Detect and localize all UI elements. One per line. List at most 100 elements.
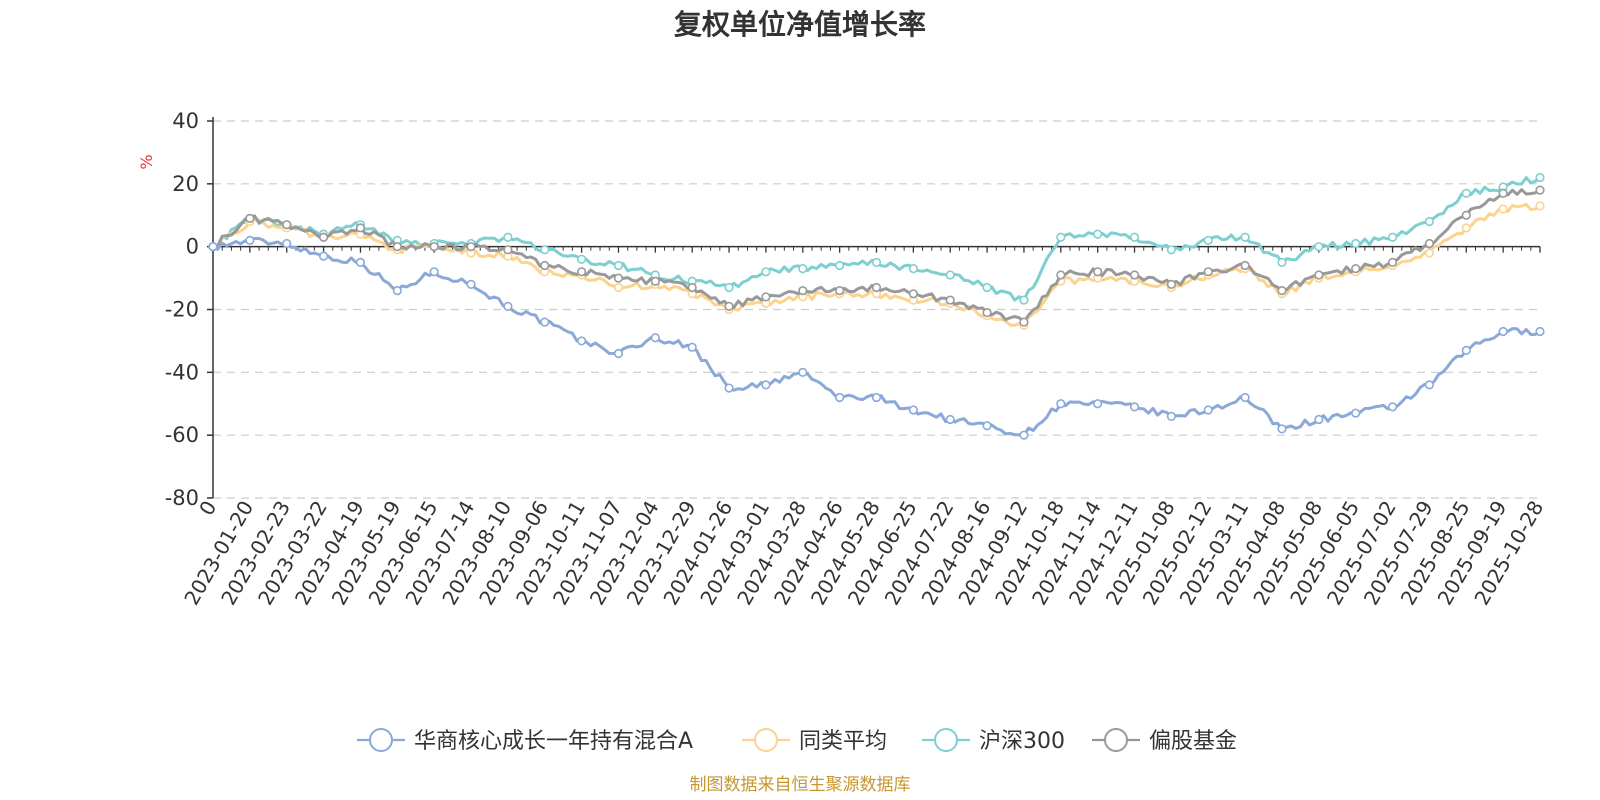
data-point <box>1056 232 1066 242</box>
data-point <box>503 301 513 311</box>
data-point <box>613 282 624 293</box>
data-point <box>282 238 292 249</box>
x-ticks: 02023-01-202023-02-232023-03-222023-04-1… <box>179 246 1548 609</box>
data-point <box>1093 399 1103 409</box>
data-point <box>1166 279 1176 289</box>
data-point <box>1166 245 1176 255</box>
legend-item-2[interactable]: 沪深300 <box>922 728 1065 754</box>
data-point <box>1535 326 1545 337</box>
data-point <box>392 242 402 252</box>
data-point <box>724 383 734 393</box>
legend-item-3[interactable]: 偏股基金 <box>1092 728 1237 754</box>
data-point <box>318 232 329 242</box>
data-point <box>650 333 660 343</box>
data-point <box>392 286 402 296</box>
data-point <box>355 223 366 233</box>
data-point <box>1387 232 1398 242</box>
data-point <box>1461 188 1471 198</box>
data-point <box>982 282 992 293</box>
series-group <box>208 172 1545 440</box>
series-0 <box>208 235 1545 440</box>
data-point <box>540 245 550 255</box>
data-point <box>1351 238 1361 249</box>
legend-marker <box>934 728 958 752</box>
legend-label: 沪深300 <box>979 729 1065 754</box>
data-point <box>1387 402 1398 412</box>
data-point <box>1314 270 1324 280</box>
data-point <box>1093 267 1103 277</box>
data-point <box>466 242 476 252</box>
legend[interactable]: 华商核心成长一年持有混合A 同类平均 沪深300 偏股基金 <box>357 728 1237 754</box>
data-point <box>1314 414 1324 425</box>
series-3 <box>208 185 1545 327</box>
data-point <box>1056 399 1066 409</box>
data-point <box>1535 185 1545 195</box>
data-point <box>1019 430 1029 440</box>
data-point <box>761 380 771 390</box>
data-point <box>1203 405 1213 415</box>
data-point <box>1203 267 1213 277</box>
data-point <box>1387 257 1398 267</box>
legend-marker <box>369 728 393 752</box>
y-tick-label: 40 <box>172 109 199 133</box>
data-point <box>835 286 845 296</box>
data-point <box>908 264 918 274</box>
data-point <box>724 282 734 293</box>
data-point <box>429 242 439 252</box>
data-point <box>1129 402 1140 412</box>
data-point <box>1056 270 1066 280</box>
data-point <box>613 273 624 283</box>
data-point <box>577 267 587 277</box>
data-point <box>613 260 624 271</box>
data-point <box>1240 392 1250 403</box>
data-point <box>871 257 882 267</box>
legend-marker <box>754 728 778 752</box>
data-point <box>1424 216 1435 227</box>
data-point <box>871 282 882 293</box>
x-tick-label: 0 <box>194 497 221 520</box>
y-tick-label: -60 <box>165 423 199 447</box>
y-tick-label: -80 <box>165 486 199 510</box>
data-point <box>355 257 366 267</box>
data-point <box>1277 286 1287 296</box>
data-point <box>503 232 513 242</box>
data-point <box>835 392 845 403</box>
legend-label: 偏股基金 <box>1149 729 1237 754</box>
chart-title: 复权单位净值增长率 <box>674 8 926 41</box>
data-point <box>982 421 992 431</box>
data-point <box>798 367 808 377</box>
data-point <box>1498 188 1508 198</box>
data-point <box>945 270 955 280</box>
data-point <box>835 260 845 271</box>
data-point <box>1129 270 1140 280</box>
data-point <box>1351 408 1361 418</box>
data-point <box>503 245 513 255</box>
data-point <box>687 282 697 293</box>
data-point <box>945 295 955 305</box>
y-tick-label: -20 <box>165 298 199 322</box>
y-ticks: 40 20 0 -20 -40 -60 -80 <box>165 109 213 510</box>
data-point <box>1535 172 1545 183</box>
legend-label: 华商核心成长一年持有混合A <box>414 729 693 754</box>
data-point <box>1314 242 1324 252</box>
data-point <box>429 267 439 277</box>
series-line <box>212 176 1541 302</box>
data-point <box>761 292 771 302</box>
data-point <box>1424 238 1435 249</box>
legend-item-1[interactable]: 同类平均 <box>742 728 887 754</box>
data-point <box>540 317 550 327</box>
legend-item-0[interactable]: 华商核心成长一年持有混合A <box>357 728 693 754</box>
data-point <box>208 242 218 252</box>
data-point <box>1277 257 1287 267</box>
data-point <box>1351 264 1361 274</box>
data-point <box>1129 232 1140 242</box>
series-line <box>212 188 1541 324</box>
data-point <box>761 267 771 277</box>
data-point <box>1203 235 1213 245</box>
data-point <box>245 213 255 223</box>
data-point <box>577 254 587 264</box>
data-point <box>1461 210 1471 220</box>
source-note: 制图数据来自恒生聚源数据库 <box>690 775 911 795</box>
data-point <box>1240 260 1250 271</box>
